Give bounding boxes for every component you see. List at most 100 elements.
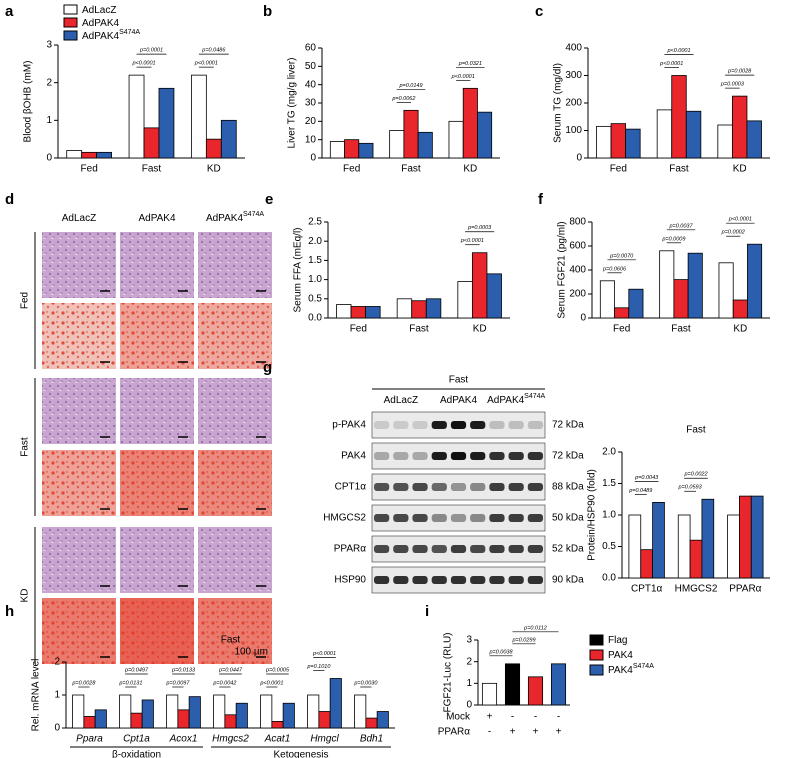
y-tick-label: 2 [54, 657, 60, 668]
x-tick-label: KD [733, 324, 747, 335]
bar [177, 709, 190, 729]
p-value: p=0.0001 [139, 48, 163, 54]
group-label-main: AdPAK4 [487, 395, 524, 406]
y-tick-label: 2.0 [602, 447, 616, 458]
oil-red-image [42, 450, 116, 516]
y-tick-label: 50 [305, 61, 317, 72]
y-tick-label: 1.0 [308, 274, 322, 285]
band [431, 545, 447, 553]
bar [673, 279, 689, 319]
y-axis-label: Protein/HSP90 (fold) [587, 469, 598, 561]
bar [731, 95, 748, 159]
p-value: p<0.0001 [451, 74, 475, 80]
p-value: p=0.0497 [124, 667, 149, 673]
y-tick-label: 1 [46, 115, 52, 126]
row-label: HSP90 [334, 575, 366, 586]
bar [625, 128, 641, 159]
p-value: p<0.0001 [131, 61, 155, 67]
bar [727, 514, 740, 579]
oil-red-overlay [198, 598, 272, 664]
oil-red-overlay [42, 598, 116, 664]
bar [701, 498, 715, 579]
bar [411, 300, 427, 319]
bar [550, 663, 567, 706]
oil-red-overlay [42, 450, 116, 516]
band [412, 514, 428, 522]
band [431, 576, 447, 584]
x-tick-label: Fast [409, 324, 429, 335]
size-label: 90 kDa [552, 575, 584, 586]
p-value: p=0.0002 [721, 230, 745, 236]
p-value: p<0.0001 [659, 61, 683, 67]
size-label: 72 kDa [552, 420, 584, 431]
bar [747, 243, 763, 319]
he-image [198, 232, 272, 298]
bar [486, 273, 502, 319]
y-axis-label: Serum TG (mg/dl) [553, 63, 564, 143]
bar [143, 127, 160, 159]
bar [336, 304, 352, 319]
x-tick-label: Fed [610, 164, 627, 175]
p-value: p=0.0606 [602, 266, 627, 272]
group-label: Ketogenesis [273, 750, 328, 758]
y-axis-label: FGF21-Luc (RLU) [443, 632, 454, 712]
bar [610, 123, 627, 159]
bar [628, 514, 642, 579]
bar [83, 716, 96, 729]
y-tick-label: 0.0 [308, 313, 322, 324]
he-image [42, 232, 116, 298]
y-tick-label: 200 [569, 289, 586, 300]
bar [689, 539, 703, 579]
panel-letter: g [263, 359, 272, 376]
bar [329, 678, 342, 729]
oil-red-overlay [120, 303, 194, 369]
x-tick-label: Cpt1a [123, 734, 150, 745]
oil-red-overlay [42, 303, 116, 369]
band [527, 483, 543, 491]
p-value: p=0.0037 [668, 223, 693, 229]
y-tick-label: 0 [54, 723, 60, 734]
band [489, 576, 505, 584]
bar [354, 694, 367, 729]
bar [350, 306, 367, 319]
condition-sign: - [534, 712, 537, 723]
band [393, 576, 409, 584]
row-label: HMGCS2 [323, 513, 366, 524]
p-value: p=0.0042 [212, 680, 236, 686]
band [450, 421, 467, 429]
x-tick-label: KD [473, 324, 487, 335]
p-value: p=0.0009 [661, 236, 685, 242]
panel-letter: a [5, 3, 14, 20]
band [412, 452, 428, 460]
y-tick-label: 800 [569, 217, 586, 228]
y-tick-label: 3 [46, 40, 52, 51]
oil-red-overlay [120, 450, 194, 516]
group-label: β-oxidation [112, 750, 161, 758]
legend-swatch [589, 664, 604, 676]
y-tick-label: 1 [54, 690, 60, 701]
column-label: AdLacZ [62, 213, 96, 224]
bar [213, 694, 226, 729]
band [374, 421, 390, 429]
band [393, 452, 409, 460]
bar [687, 252, 703, 319]
band [374, 545, 390, 553]
bar [128, 74, 145, 159]
y-tick-label: 0.5 [308, 293, 322, 304]
p-value: p=0.1010 [306, 664, 331, 670]
column-label-sup: S474A [243, 211, 264, 218]
y-tick-label: 1 [466, 678, 472, 689]
y-axis-label: Serum FFA (mEq/l) [293, 227, 304, 312]
bar [596, 125, 612, 159]
band [431, 452, 447, 460]
y-tick-label: 0 [466, 700, 472, 711]
bar [599, 280, 615, 319]
x-tick-label: CPT1α [631, 584, 663, 595]
band [489, 545, 505, 553]
y-tick-label: 2 [466, 656, 472, 667]
x-tick-label: Fed [350, 324, 367, 335]
condition-sign: - [557, 712, 560, 723]
oil-red-image [198, 303, 272, 369]
x-tick-label: Fed [613, 324, 630, 335]
